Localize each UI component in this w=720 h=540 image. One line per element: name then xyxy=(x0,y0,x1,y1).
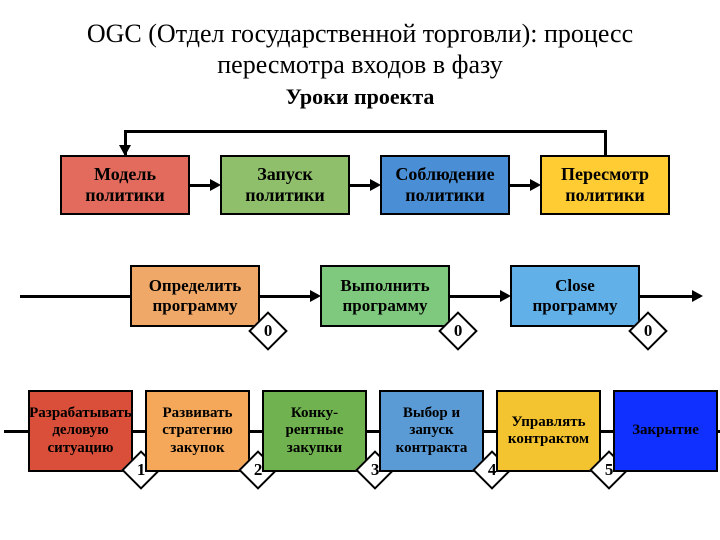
policy-box-2: Соблюдение политики xyxy=(380,155,510,215)
r2-arrow-1 xyxy=(500,290,511,302)
program-box-0: Определить программу xyxy=(130,265,260,327)
r3-conn-1 xyxy=(250,430,262,433)
policy-box-3: Пересмотр политики xyxy=(540,155,670,215)
policy-box-0: Модель политики xyxy=(60,155,190,215)
r3-conn-3 xyxy=(484,430,496,433)
r2-arrow-0 xyxy=(310,290,321,302)
process-box-1: Развивать стратегию закупок xyxy=(145,390,250,472)
process-box-5: Закрытие xyxy=(613,390,718,472)
fb-arrow xyxy=(119,145,131,156)
r2-lead xyxy=(20,295,130,298)
r1-conn-1 xyxy=(350,184,372,187)
r1-arrow-0 xyxy=(210,179,221,191)
r3-lead xyxy=(4,430,28,433)
r3-conn-4 xyxy=(601,430,613,433)
r1-arrow-1 xyxy=(370,179,381,191)
program-box-1: Выполнить программу xyxy=(320,265,450,327)
process-box-4: Управлять контрактом xyxy=(496,390,601,472)
r1-arrow-2 xyxy=(530,179,541,191)
r1-conn-0 xyxy=(190,184,212,187)
r3-conn-0 xyxy=(133,430,145,433)
r2-tail-arrow xyxy=(692,290,703,302)
fb-v-right xyxy=(604,130,607,155)
diagram-canvas: Модель политики Запуск политики Соблюдение… xyxy=(0,0,720,540)
fb-h xyxy=(125,130,605,133)
policy-box-1: Запуск политики xyxy=(220,155,350,215)
r2-conn-0 xyxy=(260,295,312,298)
r2-conn-1 xyxy=(450,295,502,298)
process-box-0: Разрабатывать деловую ситуацию xyxy=(28,390,133,472)
r2-tail xyxy=(640,295,700,298)
program-box-2: Close программу xyxy=(510,265,640,327)
process-box-2: Конку-рентные закупки xyxy=(262,390,367,472)
process-box-3: Выбор и запуск контракта xyxy=(379,390,484,472)
r1-conn-2 xyxy=(510,184,532,187)
r3-conn-2 xyxy=(367,430,379,433)
